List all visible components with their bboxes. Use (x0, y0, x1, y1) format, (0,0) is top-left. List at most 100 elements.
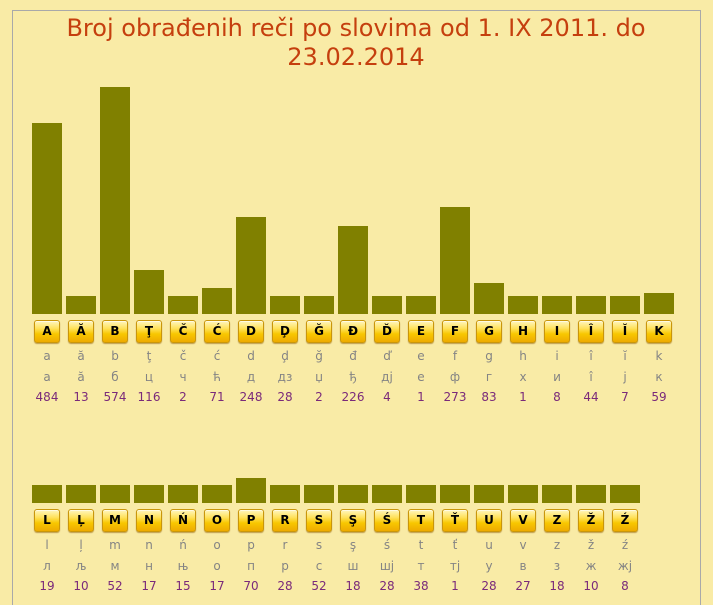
cyrillic-letter: г (485, 370, 493, 384)
cyrillic-letter: п (247, 559, 255, 573)
letter-button[interactable]: Z (544, 509, 570, 532)
letter-button[interactable]: A (34, 320, 60, 343)
word-count: 71 (209, 390, 225, 404)
word-count: 1 (519, 390, 527, 404)
bar (576, 296, 606, 314)
cyrillic-letter: жј (617, 559, 633, 573)
bar (440, 207, 470, 314)
letter-button[interactable]: Ď (374, 320, 400, 343)
lowercase-letter: ď (383, 349, 391, 363)
letter-button[interactable]: Ļ (68, 509, 94, 532)
lowercase-letter: a (43, 349, 51, 363)
letter-button[interactable]: G (476, 320, 502, 343)
letter-button[interactable]: Ğ (306, 320, 332, 343)
lowercase-letter: ć (213, 349, 221, 363)
cyrillic-letter: дј (381, 370, 393, 384)
word-count: 59 (651, 390, 667, 404)
bar (32, 123, 62, 314)
letter-button[interactable]: Î (578, 320, 604, 343)
bar (168, 296, 198, 314)
bar (66, 296, 96, 314)
letter-button[interactable]: F (442, 320, 468, 343)
letter-button[interactable]: L (34, 509, 60, 532)
lowercase-letter: v (519, 538, 527, 552)
letter-button[interactable]: Ć (204, 320, 230, 343)
letter-button[interactable]: Ń (170, 509, 196, 532)
letter-button[interactable]: Ť (442, 509, 468, 532)
letter-button[interactable]: Đ (340, 320, 366, 343)
lowercase-letter: u (485, 538, 493, 552)
letter-button[interactable]: Ş (340, 509, 366, 532)
word-count: 10 (73, 579, 89, 593)
letter-button[interactable]: Ž (578, 509, 604, 532)
lowercase-letter: ğ (315, 349, 323, 363)
lowercase-letter: đ (349, 349, 357, 363)
word-count: 1 (417, 390, 425, 404)
letter-button[interactable]: E (408, 320, 434, 343)
word-count: 83 (481, 390, 497, 404)
letter-button[interactable]: T (408, 509, 434, 532)
cyrillic-letter: р (281, 559, 289, 573)
letter-button[interactable]: Ĭ (612, 320, 638, 343)
letter-button[interactable]: Ţ (136, 320, 162, 343)
letter-button[interactable]: Ḑ (272, 320, 298, 343)
letter-button[interactable]: U (476, 509, 502, 532)
letter-button[interactable]: P (238, 509, 264, 532)
word-count: 15 (175, 579, 191, 593)
letter-button[interactable]: Č (170, 320, 196, 343)
letter-button[interactable]: D (238, 320, 264, 343)
cyrillic-letter: е (417, 370, 425, 384)
letter-button[interactable]: S (306, 509, 332, 532)
bar (32, 485, 62, 503)
letter-button[interactable]: I (544, 320, 570, 343)
word-count: 18 (345, 579, 361, 593)
lowercase-letter: ž (587, 538, 595, 552)
letter-button[interactable]: V (510, 509, 536, 532)
cyrillic-letter: њ (177, 559, 189, 573)
lowercase-letter: ă (77, 349, 85, 363)
letter-button[interactable]: R (272, 509, 298, 532)
bar (440, 485, 470, 503)
cyrillic-letter: и (553, 370, 561, 384)
lowercase-letter: ḑ (281, 349, 289, 363)
cyrillic-letter: н (145, 559, 153, 573)
bar (644, 293, 674, 314)
letter-button[interactable]: Ś (374, 509, 400, 532)
word-count: 226 (341, 390, 365, 404)
lowercase-letter: ť (452, 538, 458, 552)
cyrillic-letter: м (110, 559, 120, 573)
letter-button[interactable]: M (102, 509, 128, 532)
letter-button[interactable]: Ă (68, 320, 94, 343)
cyrillic-letter: ж (585, 559, 597, 573)
lowercase-letter: r (282, 538, 288, 552)
word-count: 2 (179, 390, 187, 404)
cyrillic-letter: тј (449, 559, 461, 573)
cyrillic-letter: х (519, 370, 527, 384)
lowercase-letter: č (179, 349, 187, 363)
lowercase-letter: e (417, 349, 425, 363)
cyrillic-letter: шј (379, 559, 395, 573)
bar (610, 485, 640, 503)
chart-frame (12, 10, 701, 605)
word-count: 484 (35, 390, 59, 404)
letter-button[interactable]: H (510, 320, 536, 343)
letter-button[interactable]: O (204, 509, 230, 532)
bar (134, 485, 164, 503)
bar (236, 478, 266, 503)
letter-button[interactable]: Ź (612, 509, 638, 532)
bar (474, 283, 504, 314)
lowercase-letter: d (247, 349, 255, 363)
lowercase-letter: h (519, 349, 527, 363)
word-count: 8 (621, 579, 629, 593)
cyrillic-letter: љ (75, 559, 87, 573)
cyrillic-letter: ч (179, 370, 187, 384)
letter-button[interactable]: K (646, 320, 672, 343)
word-count: 2 (315, 390, 323, 404)
bar (270, 485, 300, 503)
cyrillic-letter: б (111, 370, 119, 384)
letter-button[interactable]: B (102, 320, 128, 343)
letter-button[interactable]: N (136, 509, 162, 532)
cyrillic-letter: ф (449, 370, 461, 384)
cyrillic-letter: в (519, 559, 527, 573)
